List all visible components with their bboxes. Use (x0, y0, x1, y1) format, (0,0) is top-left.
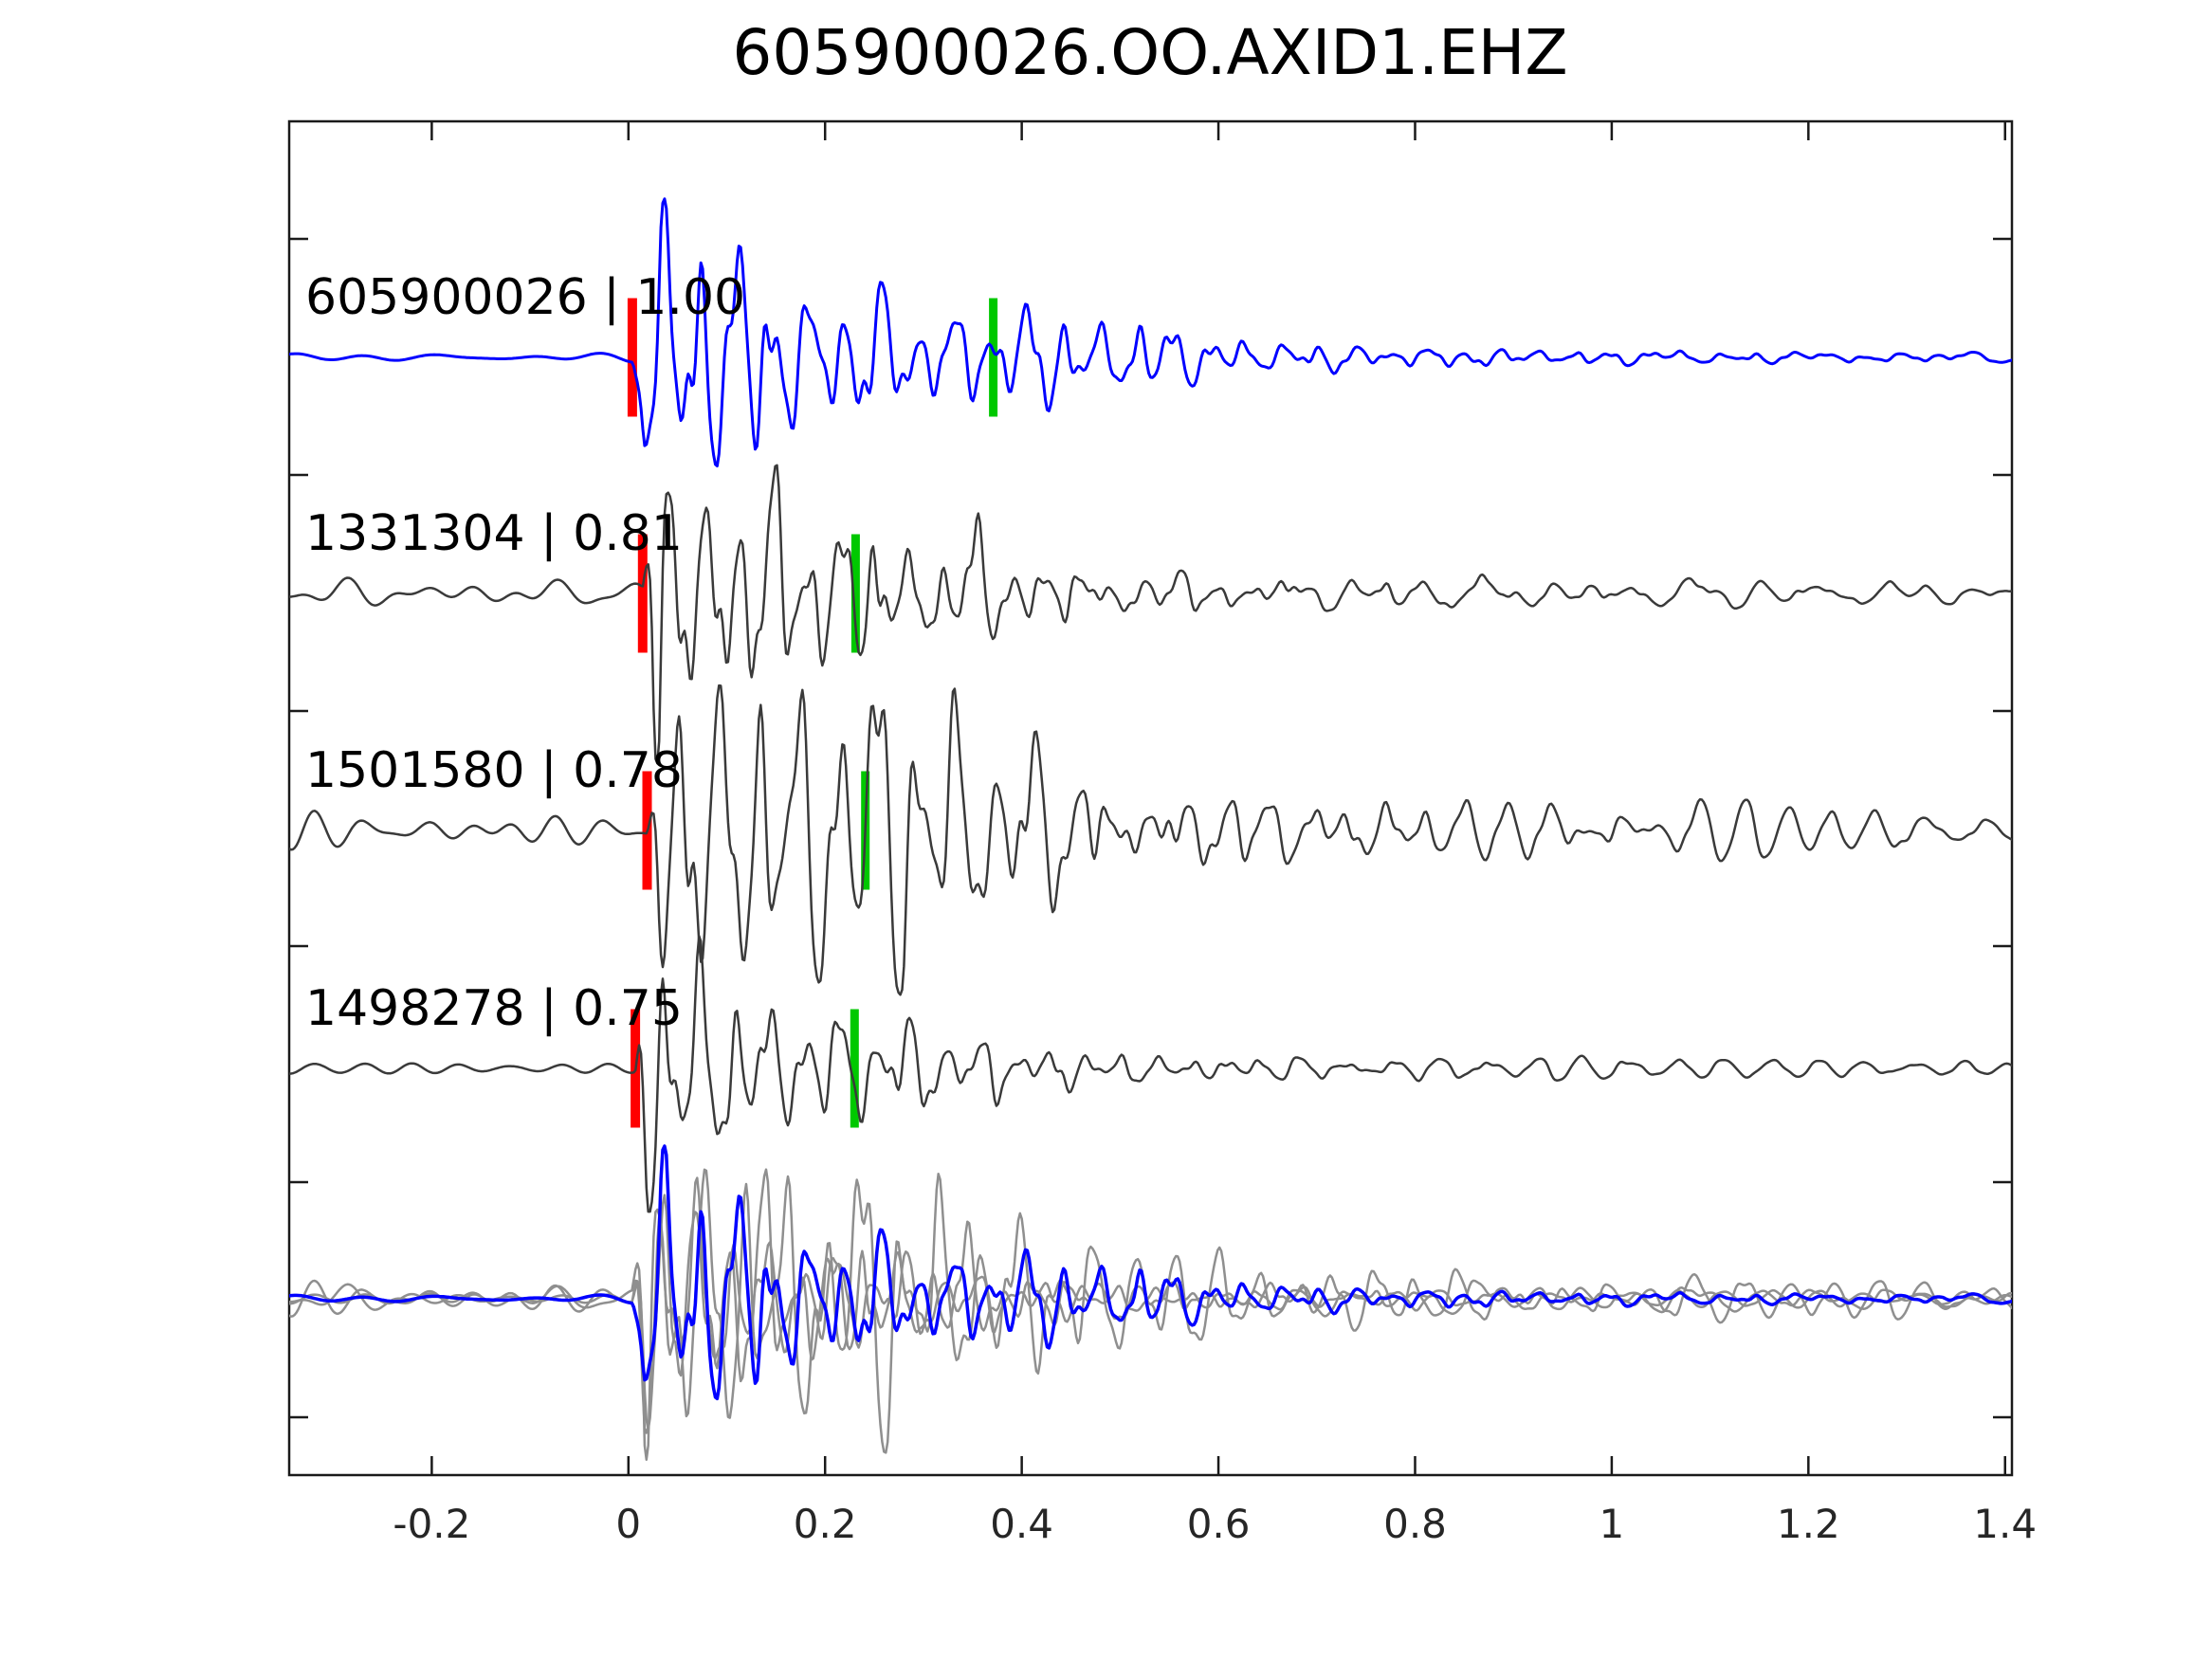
align-marker-green (850, 1009, 859, 1128)
pick-marker-red (627, 298, 637, 417)
x-tick-label: 0.4 (990, 1501, 1053, 1547)
x-tick-label: 0.2 (794, 1501, 857, 1547)
trace-waveform-1498278 (289, 935, 2012, 1213)
trace-label-1331304: 1331304 | 0.81 (305, 505, 683, 562)
axis-ticks (289, 121, 2012, 1475)
chart-title: 605900026.OO.AXID1.EHZ (732, 16, 1567, 89)
x-tick-label: -0.2 (393, 1501, 470, 1547)
trace-waveform-605900026 (289, 197, 2012, 467)
x-tick-label: 0.8 (1383, 1501, 1447, 1547)
plot-area (287, 119, 2014, 1477)
pick-marker-red (637, 534, 648, 653)
x-tick-label: 0 (615, 1501, 641, 1547)
x-tick-label: 1 (1600, 1501, 1625, 1547)
pick-markers (627, 298, 998, 1128)
align-marker-green (850, 534, 860, 653)
trace-label-1498278: 1498278 | 0.75 (305, 980, 683, 1037)
overlay-waveform-605900026 (289, 1144, 2012, 1401)
x-tick-label: 1.2 (1777, 1501, 1840, 1547)
align-marker-green (989, 298, 998, 417)
trace-labels: 605900026 | 1.00 1331304 | 0.81 1501580 … (305, 269, 745, 1037)
trace-label-605900026: 605900026 | 1.00 (305, 269, 745, 326)
trace-waveform-1501580 (289, 684, 2012, 996)
waveform-traces (289, 197, 2012, 1461)
x-tick-label: 1.4 (1973, 1501, 2037, 1547)
overlay-waveform-1501580 (289, 1168, 2012, 1454)
trace-label-1501580: 1501580 | 0.78 (305, 742, 683, 799)
x-tick-labels: -0.2 0 0.2 0.4 0.6 0.8 1 1.2 1.4 (393, 1501, 2037, 1547)
trace-waveform-1331304 (289, 464, 2012, 765)
x-tick-label: 0.6 (1187, 1501, 1251, 1547)
